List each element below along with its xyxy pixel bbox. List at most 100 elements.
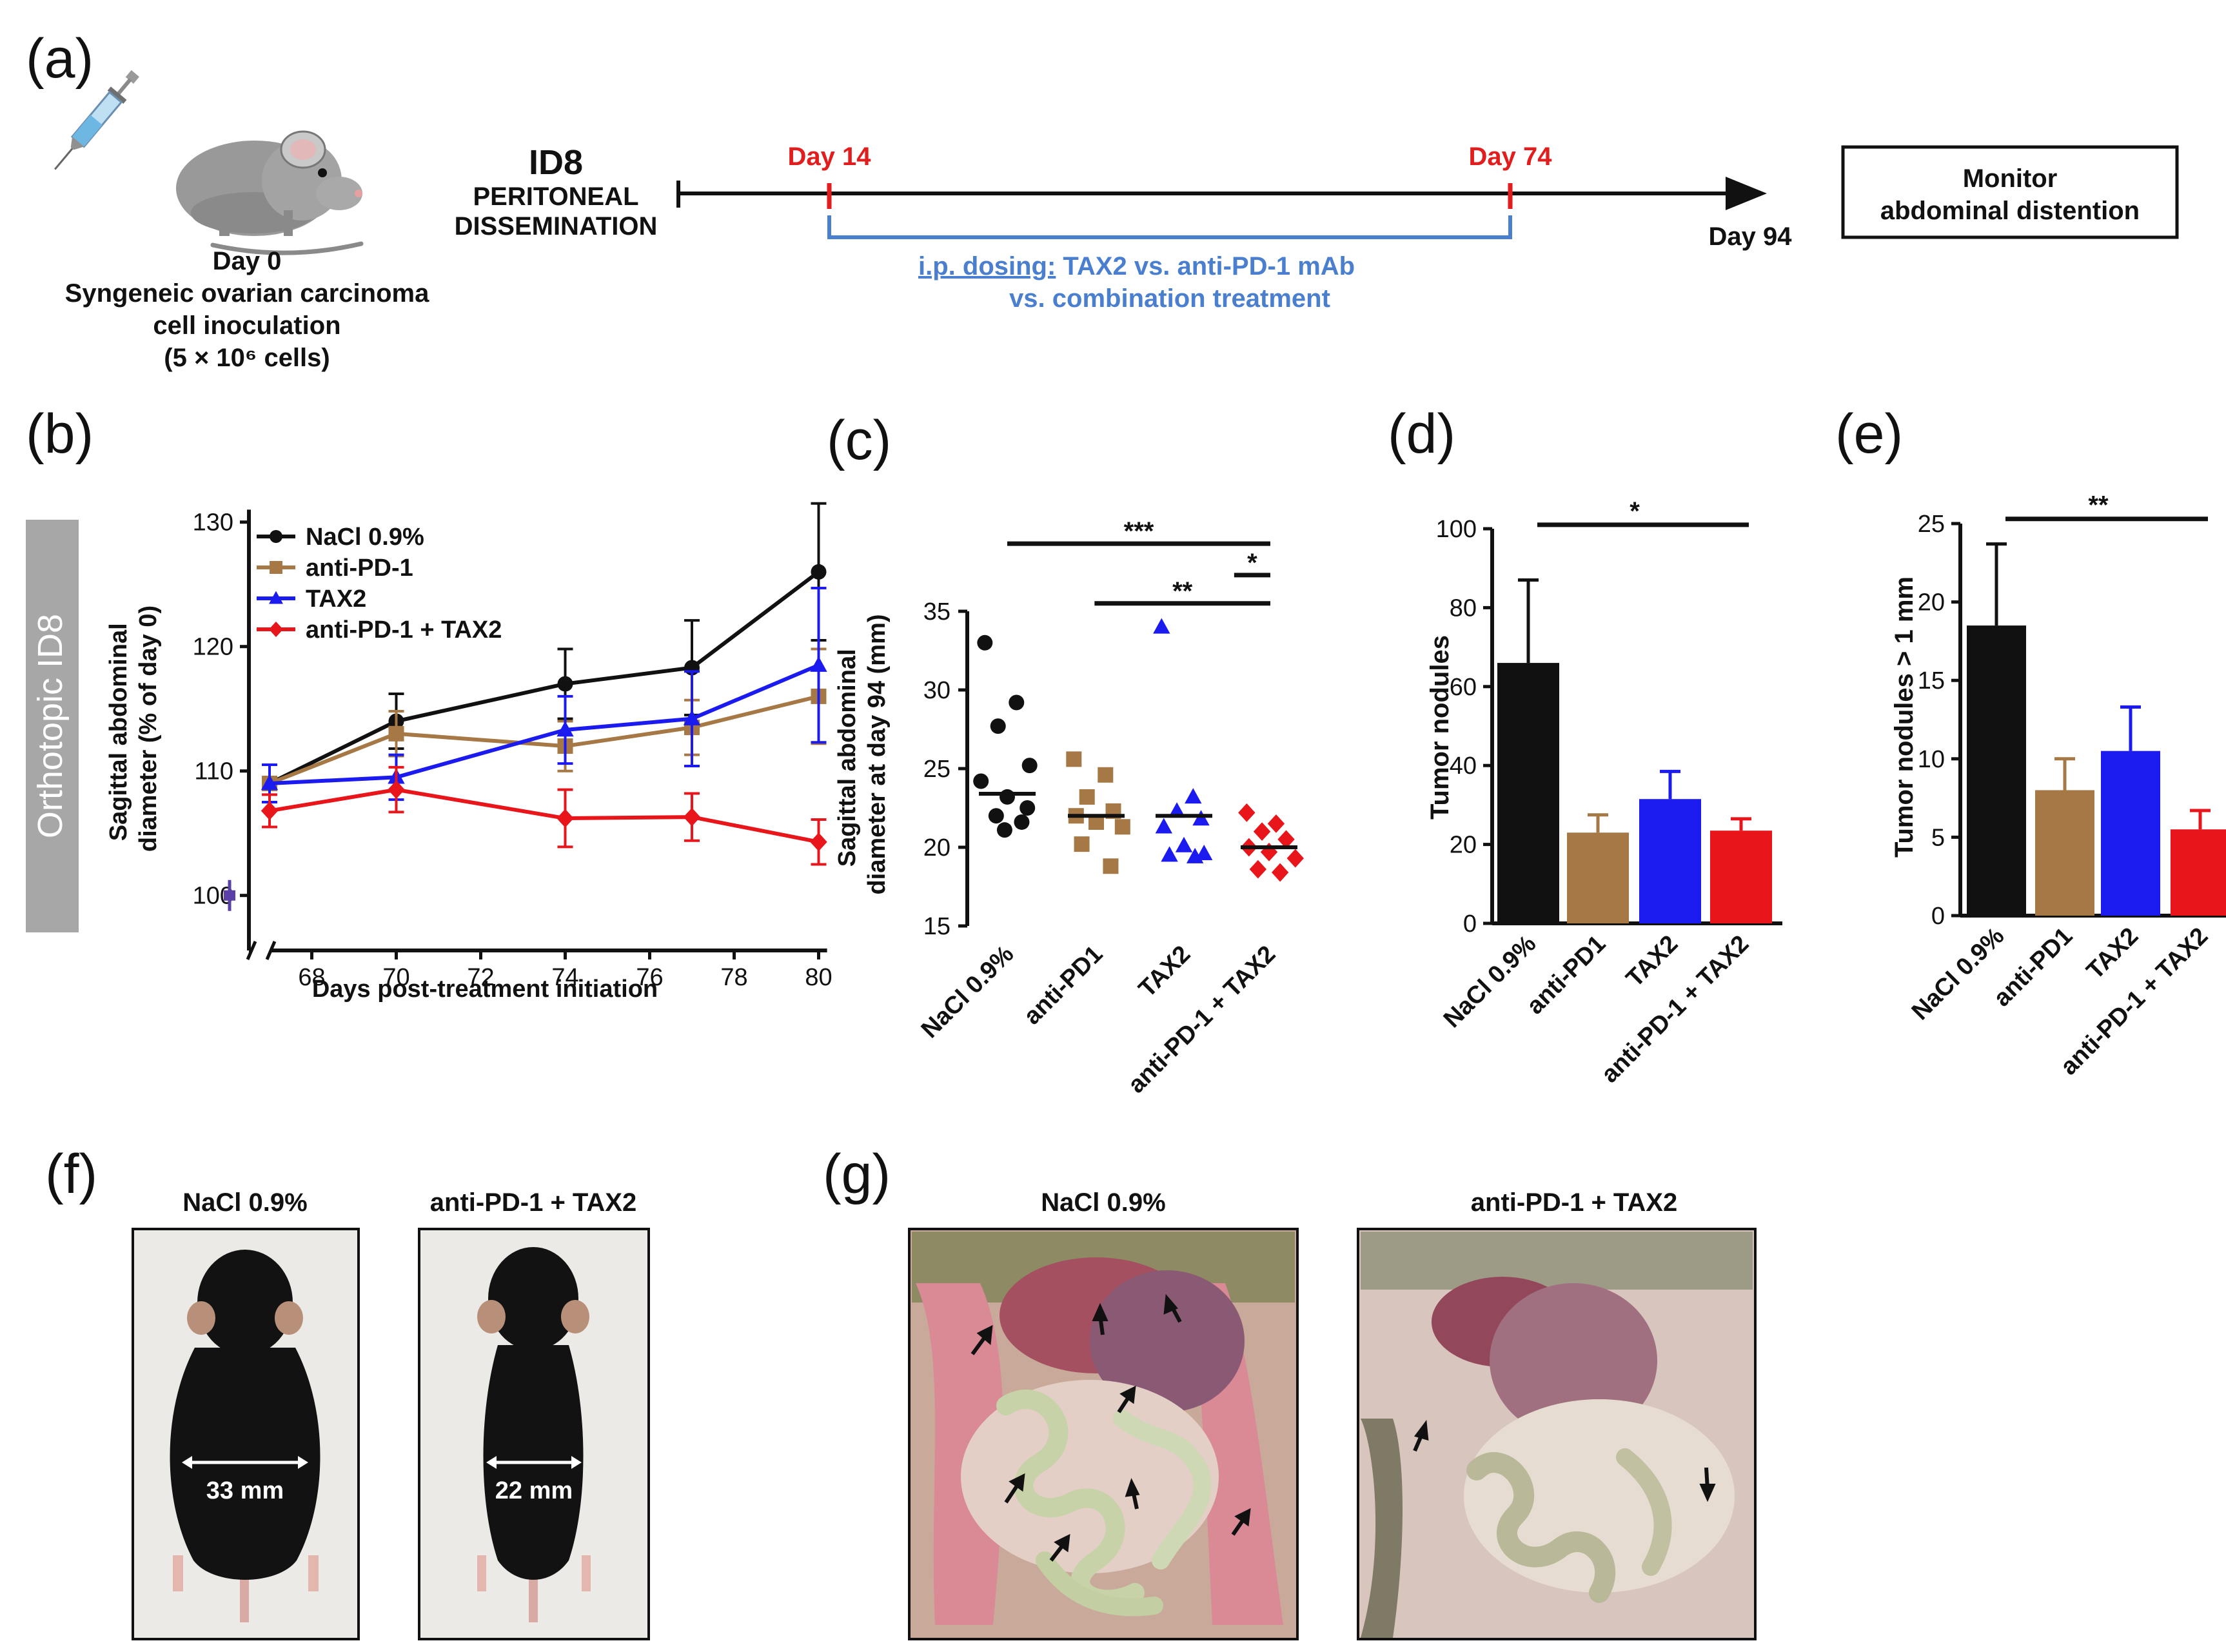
panel-label-e: (e) bbox=[1835, 403, 1903, 465]
c-point-nacl-0-9 bbox=[1009, 694, 1025, 711]
c-x-tick-label: anti-PD1 bbox=[1019, 941, 1108, 1030]
b-legend-label: TAX2 bbox=[306, 585, 366, 613]
monitor-line1: Monitor bbox=[1963, 164, 2058, 193]
c-point-anti-pd-1-tax2 bbox=[1249, 860, 1267, 879]
c-point-tax2 bbox=[1186, 847, 1204, 863]
b-point-nacl-0-9 bbox=[557, 676, 573, 692]
e-bar-anti-pd-1-tax2 bbox=[2171, 829, 2226, 916]
e-y-tick-label: 20 bbox=[1918, 589, 1945, 616]
c-point-nacl-0-9 bbox=[1021, 758, 1038, 774]
timeline: Day 14 Day 74 Day 94 i.p. dosing: TAX2 v… bbox=[676, 143, 1793, 313]
f-right-measure: 22 mm bbox=[495, 1477, 573, 1504]
d-y-tick-label: 80 bbox=[1450, 595, 1477, 622]
dosing-heading: i.p. dosing: bbox=[918, 252, 1056, 280]
b-axis-break-mark bbox=[246, 941, 257, 960]
b-point-nacl-0-9 bbox=[811, 564, 827, 580]
b-x-tick-label: 76 bbox=[636, 964, 663, 991]
e-y-tick-label: 25 bbox=[1918, 511, 1945, 538]
e-x-tick-label: TAX2 bbox=[2082, 923, 2143, 985]
c-ylabel-line2: diameter at day 94 (mm) bbox=[863, 614, 891, 894]
b-x-tick-label: 70 bbox=[382, 964, 409, 991]
c-point-tax2 bbox=[1175, 836, 1193, 852]
b-x-tick-label: 72 bbox=[467, 964, 494, 991]
mouse-syringe-illustration bbox=[54, 70, 364, 255]
dosing-line1: i.p. dosing: TAX2 vs. anti-PD-1 mAb bbox=[918, 252, 1355, 280]
b-point-anti-pd-1 bbox=[388, 725, 404, 742]
b-point-anti-pd-1-tax2 bbox=[556, 809, 574, 828]
panel-g: (g) NaCl 0.9% anti-PD-1 + TAX2 bbox=[823, 1143, 1757, 1640]
panel-c: (c) Sagittal abdominal diameter at day 9… bbox=[827, 409, 1304, 1099]
day0-caption-line2: Syngeneic ovarian carcinoma bbox=[65, 279, 429, 308]
day0-caption-line1: Day 0 bbox=[213, 247, 282, 275]
d-bar-anti-pd-1-tax2 bbox=[1710, 831, 1772, 923]
panel-label-c: (c) bbox=[827, 409, 891, 471]
d-y-tick-label: 20 bbox=[1450, 832, 1477, 859]
c-point-anti-pd1 bbox=[1114, 819, 1130, 835]
panel-b: (b) Orthotopic ID8 Sagittal abdominal di… bbox=[26, 403, 832, 1003]
b-legend-label: anti-PD-1 bbox=[306, 555, 413, 582]
e-bar-anti-pd1 bbox=[2035, 790, 2094, 916]
c-point-tax2 bbox=[1185, 788, 1202, 804]
c-point-nacl-0-9 bbox=[1019, 800, 1036, 816]
syringe-icon bbox=[54, 70, 139, 170]
d-bar-tax2 bbox=[1639, 799, 1701, 923]
dosing-arms: TAX2 vs. anti-PD-1 mAb bbox=[1056, 252, 1355, 280]
c-y-tick-label: 20 bbox=[923, 834, 950, 861]
dosing-bracket bbox=[827, 215, 1512, 239]
e-y-tick-label: 15 bbox=[1918, 667, 1945, 694]
day94-label: Day 94 bbox=[1709, 222, 1793, 251]
c-point-anti-pd-1-tax2 bbox=[1277, 830, 1295, 849]
g-left-title: NaCl 0.9% bbox=[1041, 1188, 1165, 1217]
day0-caption-line4: (5 × 10⁶ cells) bbox=[164, 344, 330, 372]
c-significance-label: *** bbox=[1124, 517, 1154, 546]
b-series-line-tax2 bbox=[269, 663, 820, 785]
d-bar-anti-pd1 bbox=[1567, 832, 1629, 923]
b-legend-marker bbox=[269, 622, 283, 637]
b-x-tick-label: 78 bbox=[720, 964, 747, 991]
necropsy-photo-nacl bbox=[908, 1228, 1299, 1640]
combo-tumor-arrows bbox=[1413, 1420, 1716, 1502]
c-point-anti-pd1 bbox=[1103, 858, 1119, 874]
d-y-tick-label: 40 bbox=[1450, 752, 1477, 780]
c-significance-label: * bbox=[1247, 549, 1257, 577]
b-legend-label: anti-PD-1 + TAX2 bbox=[306, 616, 502, 644]
c-point-nacl-0-9 bbox=[1000, 789, 1015, 805]
dosing-line2: vs. combination treatment bbox=[1009, 284, 1330, 313]
mouse-photo-nacl: 33 mm bbox=[132, 1228, 360, 1640]
b-x-tick-label: 80 bbox=[805, 964, 832, 991]
b-baseline-point bbox=[224, 890, 235, 901]
c-point-tax2 bbox=[1161, 846, 1178, 862]
d-ylabel: Tumor nodules bbox=[1426, 635, 1454, 820]
c-ylabel-line1: Sagittal abdominal bbox=[834, 649, 861, 867]
timeline-arrowhead bbox=[1726, 177, 1767, 210]
e-bar-nacl-0-9 bbox=[1967, 625, 2026, 916]
b-point-tax2 bbox=[556, 721, 574, 737]
d-x-tick-label: TAX2 bbox=[1621, 930, 1683, 992]
model-subtitle-line1: PERITONEAL bbox=[473, 182, 638, 211]
b-y-tick-label: 120 bbox=[193, 634, 233, 661]
panel-label-b: (b) bbox=[26, 403, 94, 465]
panel-f: (f) NaCl 0.9% anti-PD-1 + TAX2 33 mm bbox=[45, 1143, 650, 1640]
c-y-tick-label: 15 bbox=[923, 913, 950, 940]
c-point-anti-pd1 bbox=[1098, 767, 1114, 783]
b-point-anti-pd-1-tax2 bbox=[683, 807, 701, 827]
c-point-anti-pd-1-tax2 bbox=[1253, 822, 1271, 841]
d-x-tick-label: NaCl 0.9% bbox=[1439, 930, 1542, 1034]
c-point-anti-pd1 bbox=[1074, 836, 1090, 852]
e-ylabel: Tumor nodules > 1 mm bbox=[1890, 576, 1918, 858]
b-point-tax2 bbox=[261, 774, 279, 791]
panel-label-f: (f) bbox=[45, 1143, 97, 1205]
day14-label: Day 14 bbox=[788, 143, 872, 171]
c-point-nacl-0-9 bbox=[1014, 814, 1030, 830]
g-right-title: anti-PD-1 + TAX2 bbox=[1471, 1188, 1677, 1217]
monitor-box bbox=[1841, 145, 2179, 239]
c-x-tick-label: TAX2 bbox=[1134, 941, 1196, 1003]
day74-label: Day 74 bbox=[1469, 143, 1553, 171]
day0-caption: Day 0 Syngeneic ovarian carcinoma cell i… bbox=[65, 247, 429, 372]
b-y-tick-label: 110 bbox=[194, 758, 233, 785]
